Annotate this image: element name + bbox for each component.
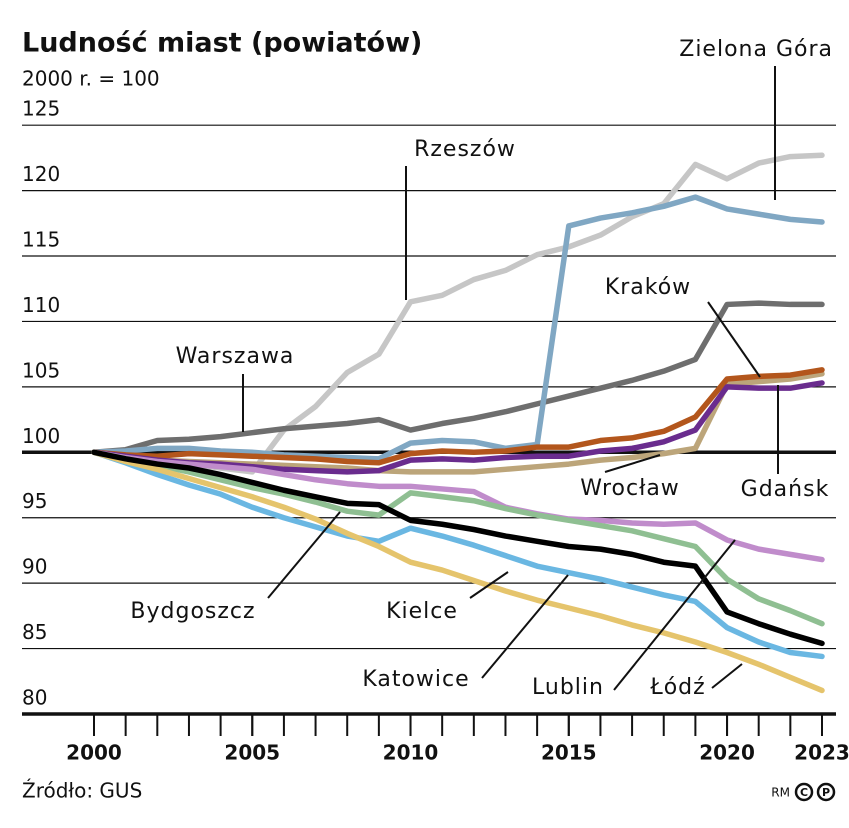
series-label: Lublin: [532, 675, 604, 700]
series-line: [91, 449, 825, 694]
series-line: [91, 367, 825, 466]
leader-line: [469, 571, 509, 599]
license-icons: C P: [794, 782, 836, 802]
series-line: [91, 300, 825, 456]
leader-line: [267, 511, 341, 599]
series-label: Kraków: [605, 275, 691, 300]
series-label: Kielce: [386, 599, 458, 624]
y-tick-label: 110: [22, 293, 60, 317]
chart-subtitle: 2000 r. = 100: [22, 67, 160, 91]
x-tick-label: 2020: [699, 741, 755, 765]
leader-line: [604, 454, 661, 473]
series-line: [91, 449, 825, 563]
series-label: Wrocław: [580, 476, 680, 501]
y-tick-label: 115: [22, 228, 60, 252]
leader-line: [711, 663, 743, 689]
credit: RM: [771, 786, 790, 800]
y-tick-label: 105: [22, 358, 60, 382]
series-line: [91, 194, 825, 462]
y-tick-label: 100: [22, 424, 60, 448]
series-line: [91, 449, 825, 627]
series-line: [91, 449, 825, 647]
x-tick-label: 2005: [224, 741, 280, 765]
x-tick-label: 2010: [383, 741, 439, 765]
y-tick-label: 90: [22, 555, 47, 579]
chart-title: Ludność miast (powiatów): [22, 28, 422, 59]
leader-line: [613, 539, 736, 691]
y-tick-label: 80: [22, 686, 47, 710]
series-label: Zielona Góra: [679, 37, 833, 62]
series-label: Gdańsk: [741, 477, 830, 502]
series-label: Łódź: [649, 675, 705, 700]
y-tick-label: 85: [22, 620, 47, 644]
source: Źródło: GUS: [22, 779, 142, 803]
series-label: Rzeszów: [414, 137, 516, 162]
series-label: Bydgoszcz: [130, 599, 255, 624]
series-line: [91, 449, 825, 660]
y-tick-label: 125: [22, 97, 60, 121]
x-tick-label: 2023: [794, 741, 849, 765]
leader-line: [707, 301, 761, 378]
series-label: Katowice: [362, 667, 469, 692]
y-tick-label: 95: [22, 489, 47, 513]
series-label: Warszawa: [176, 344, 295, 369]
svg-text:C: C: [800, 786, 808, 799]
y-tick-label: 120: [22, 162, 60, 186]
leader-line: [481, 574, 569, 679]
x-tick-label: 2000: [66, 741, 122, 765]
x-tick-label: 2015: [541, 741, 597, 765]
svg-text:P: P: [822, 786, 830, 799]
